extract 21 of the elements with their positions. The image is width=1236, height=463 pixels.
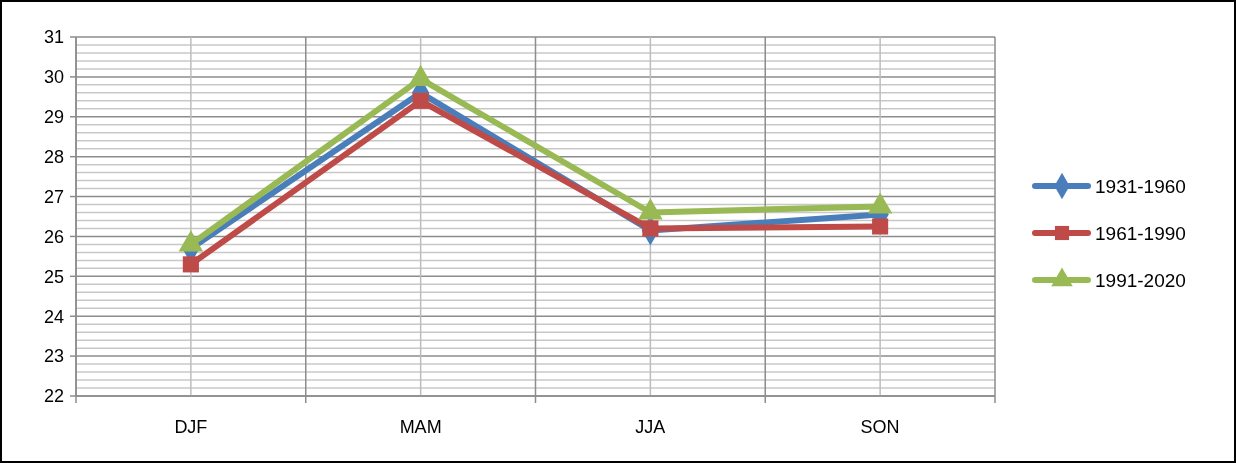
point — [412, 92, 429, 109]
y-tick-label: 28 — [43, 146, 64, 167]
y-tick-label: 26 — [43, 226, 64, 247]
y-tick-label: 31 — [43, 27, 64, 48]
x-tick-label: MAM — [399, 417, 442, 437]
point — [642, 220, 659, 237]
x-tick-label: JJA — [635, 417, 666, 437]
point — [872, 218, 889, 235]
y-tick-label: 29 — [43, 107, 64, 128]
legend-label: 1931-1960 — [1095, 175, 1186, 197]
y-tick-label: 25 — [43, 266, 64, 287]
legend-label: 1991-2020 — [1095, 269, 1186, 291]
y-tick-label: 22 — [43, 386, 64, 407]
x-tick-label: SON — [860, 417, 900, 437]
point — [182, 256, 199, 273]
y-tick-label: 30 — [43, 67, 64, 88]
y-tick-label: 24 — [43, 306, 64, 327]
y-tick-label: 27 — [43, 186, 64, 207]
y-tick-label: 23 — [43, 346, 64, 367]
legend-label: 1961-1990 — [1095, 222, 1186, 244]
x-tick-label: DJF — [174, 417, 208, 437]
